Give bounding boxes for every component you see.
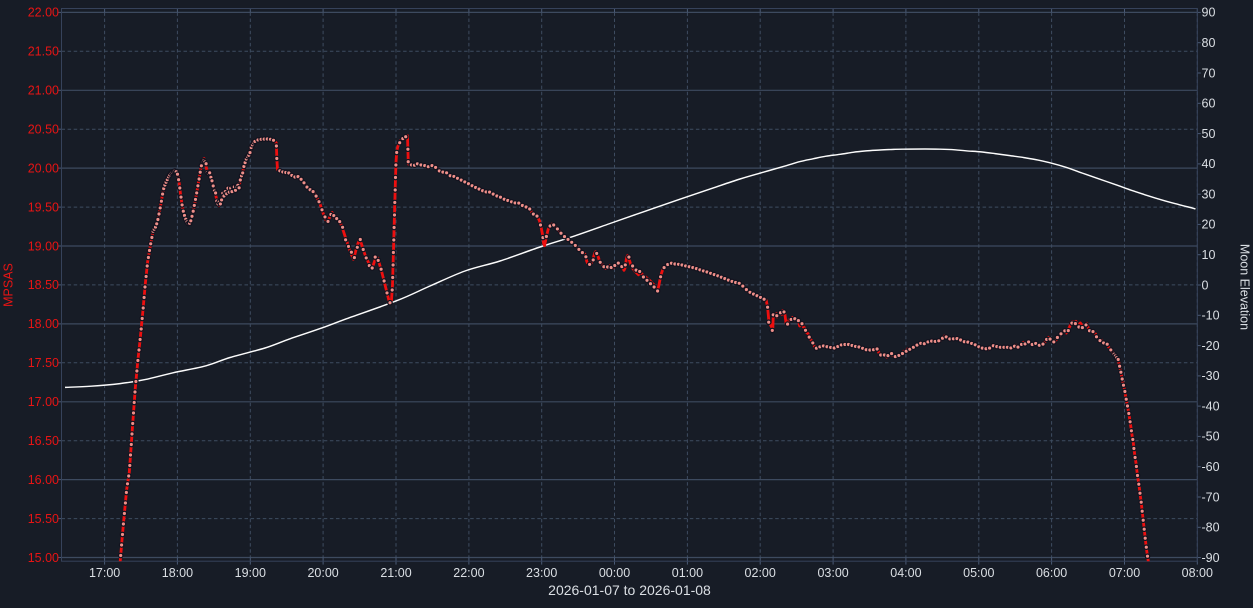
svg-text:-10: -10 [1202,309,1220,323]
svg-text:19:00: 19:00 [235,566,266,580]
svg-text:-60: -60 [1202,460,1220,474]
svg-text:22.00: 22.00 [28,6,59,20]
svg-text:04:00: 04:00 [890,566,921,580]
svg-text:16.00: 16.00 [28,473,59,487]
svg-text:15.50: 15.50 [28,512,59,526]
svg-text:80: 80 [1202,36,1216,50]
svg-text:18:00: 18:00 [162,566,193,580]
svg-text:20.50: 20.50 [28,123,59,137]
svg-text:20: 20 [1202,218,1216,232]
svg-text:Moon Elevation: Moon Elevation [1238,244,1252,330]
svg-text:-80: -80 [1202,521,1220,535]
svg-text:30: 30 [1202,188,1216,202]
svg-text:22:00: 22:00 [453,566,484,580]
svg-text:-70: -70 [1202,490,1220,504]
svg-text:19.00: 19.00 [28,239,59,253]
svg-text:-20: -20 [1202,339,1220,353]
svg-text:06:00: 06:00 [1036,566,1067,580]
svg-text:20:00: 20:00 [307,566,338,580]
svg-text:02:00: 02:00 [745,566,776,580]
svg-text:2026-01-07 to 2026-01-08: 2026-01-07 to 2026-01-08 [548,582,711,598]
svg-text:60: 60 [1202,97,1216,111]
svg-text:01:00: 01:00 [672,566,703,580]
svg-text:05:00: 05:00 [963,566,994,580]
svg-text:08:00: 08:00 [1182,566,1213,580]
svg-text:20.00: 20.00 [28,161,59,175]
svg-text:18.00: 18.00 [28,317,59,331]
svg-text:16.50: 16.50 [28,434,59,448]
svg-text:17:00: 17:00 [89,566,120,580]
svg-text:19.50: 19.50 [28,200,59,214]
svg-text:17.00: 17.00 [28,395,59,409]
svg-text:-30: -30 [1202,369,1220,383]
svg-text:-90: -90 [1202,551,1220,565]
svg-text:21.00: 21.00 [28,84,59,98]
svg-text:70: 70 [1202,66,1216,80]
svg-text:07:00: 07:00 [1109,566,1140,580]
svg-text:-50: -50 [1202,430,1220,444]
svg-text:90: 90 [1202,6,1216,20]
svg-text:-40: -40 [1202,399,1220,413]
svg-text:18.50: 18.50 [28,278,59,292]
svg-text:MPSAS: MPSAS [2,263,16,307]
svg-text:0: 0 [1202,278,1209,292]
svg-text:15.00: 15.00 [28,551,59,565]
svg-text:21:00: 21:00 [380,566,411,580]
svg-text:00:00: 00:00 [599,566,630,580]
svg-text:50: 50 [1202,127,1216,141]
svg-text:17.50: 17.50 [28,356,59,370]
svg-text:23:00: 23:00 [526,566,557,580]
svg-text:10: 10 [1202,248,1216,262]
svg-text:03:00: 03:00 [817,566,848,580]
svg-text:21.50: 21.50 [28,45,59,59]
svg-text:40: 40 [1202,157,1216,171]
